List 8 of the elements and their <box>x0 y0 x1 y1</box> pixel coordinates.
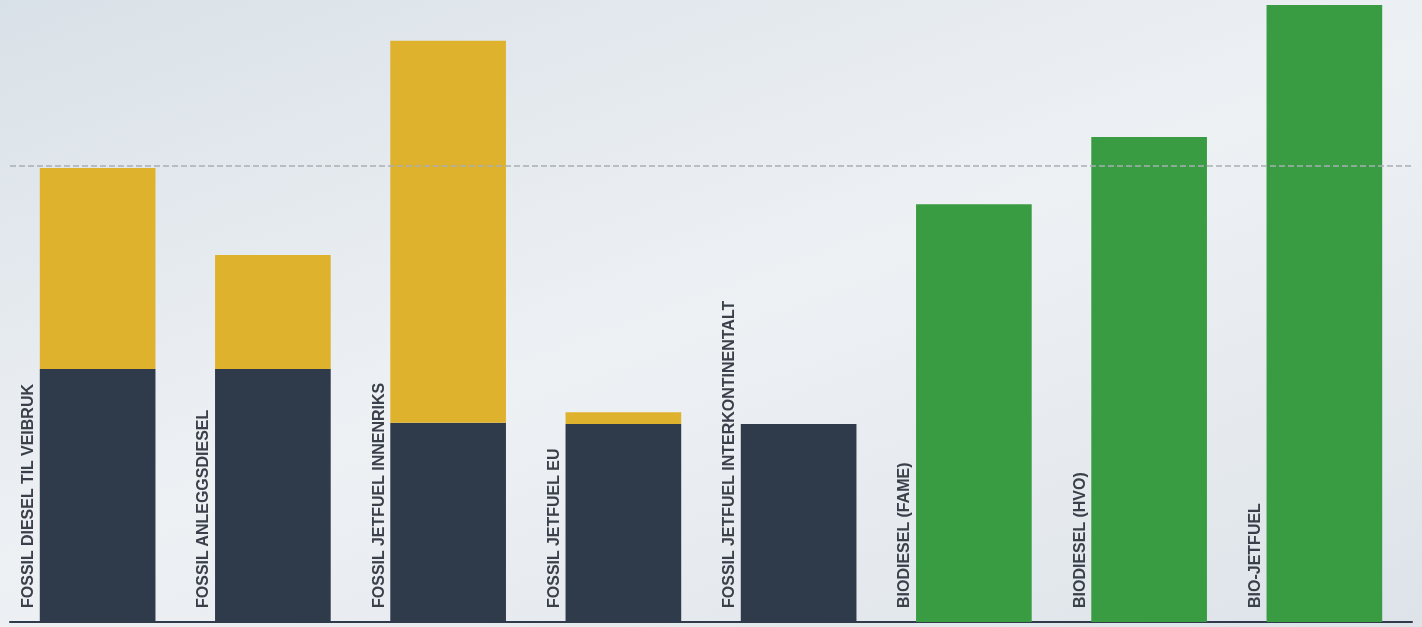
x-tick-label: FOSSIL ANLEGGSDIESEL <box>194 409 212 608</box>
x-tick-label: FOSSIL JETFUEL INNENRIKS <box>369 382 387 608</box>
x-tick-label: BIO-JETFUEL <box>1245 502 1263 608</box>
x-tick-label: FOSSIL JETFUEL INTERKONTINENTALT <box>720 300 738 608</box>
x-tick-label: FOSSIL DIESEL TIL VEIBRUK <box>19 383 37 608</box>
x-tick-label: BIODIESEL (FAME) <box>895 462 913 608</box>
x-tick-label: BIODIESEL (HVO) <box>1070 472 1088 608</box>
x-tick-label: FOSSIL JETFUEL EU <box>544 448 562 608</box>
